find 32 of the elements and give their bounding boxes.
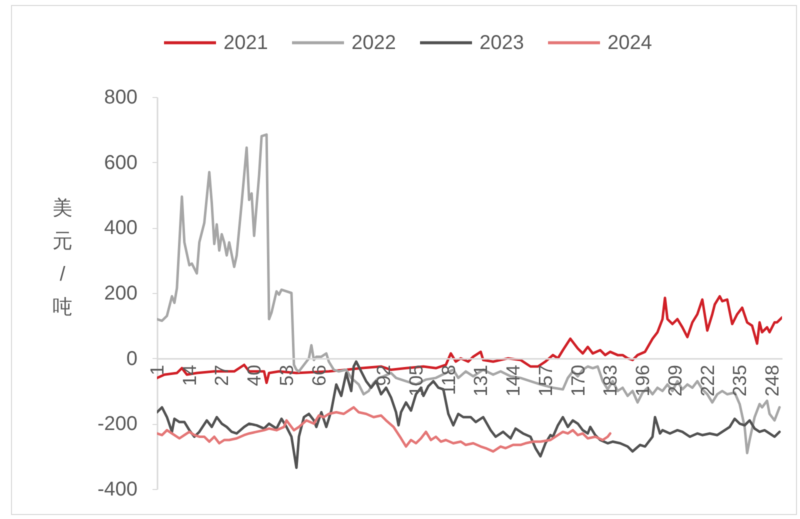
x-tick-label: 235	[730, 364, 752, 397]
legend-label: 2021	[224, 32, 268, 54]
x-tick-label: 183	[600, 364, 622, 397]
x-tick-label: 196	[633, 364, 654, 397]
x-tick-label: 170	[568, 364, 590, 397]
x-tick-label: 209	[665, 364, 686, 397]
x-tick-label: 92	[374, 364, 396, 386]
x-tick-label: 144	[504, 364, 525, 397]
x-tick-label: 66	[309, 364, 330, 386]
x-tick-label: 118	[438, 364, 460, 396]
x-tick-label: 27	[212, 364, 234, 386]
y-tick-label: -200	[97, 413, 138, 436]
x-tick-label: 157	[536, 364, 557, 397]
y-axis-title: 美元/吨	[52, 196, 72, 318]
y-tick-label: 200	[104, 282, 138, 304]
line-series	[157, 406, 612, 453]
y-tick-label: -400	[97, 478, 138, 500]
x-tick-label: 53	[276, 364, 298, 386]
x-tick-label: 222	[698, 364, 719, 397]
y-tick-label: 600	[104, 152, 138, 174]
x-tick-label: 105	[406, 364, 428, 397]
y-tick-label: 400	[104, 217, 138, 240]
legend-label: 2023	[480, 32, 524, 54]
x-tick-label: 248	[762, 364, 784, 397]
y-tick-label: 0	[126, 348, 138, 370]
x-tick-label: 14	[180, 364, 201, 386]
legend-label: 2024	[608, 32, 652, 54]
x-tick-label: 40	[244, 364, 266, 386]
x-tick-label: 131	[471, 364, 492, 397]
legend-label: 2022	[352, 32, 396, 54]
x-tick-label: 1	[148, 364, 168, 376]
y-tick-label: 800	[104, 86, 138, 108]
